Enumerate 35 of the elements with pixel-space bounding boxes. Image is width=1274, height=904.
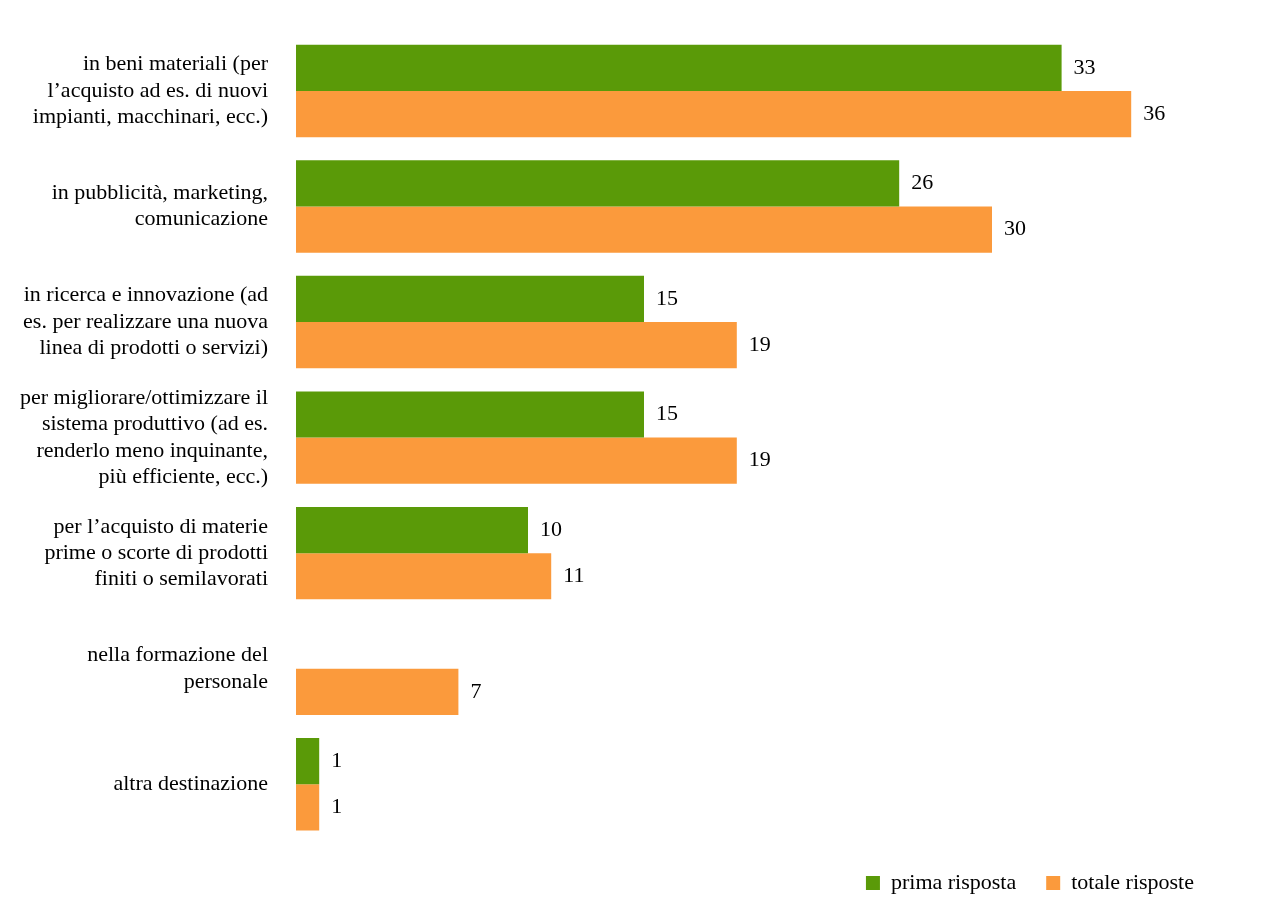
data-label: 19	[748, 446, 771, 472]
y-tick-label: per l’acquisto di materie prime o scorte di prodotti finiti o semilavorati	[44, 512, 268, 591]
data-label: 36	[1143, 99, 1166, 125]
data-label: 10	[540, 515, 562, 541]
y-tick-label: in pubblicità, marketing, comunicazione	[51, 179, 268, 231]
y-tick-label: nella formazione del personale	[87, 641, 268, 693]
bar	[296, 206, 992, 253]
bar	[296, 44, 1062, 91]
legend-label: totale risposte	[1071, 868, 1195, 894]
data-label: 30	[1004, 215, 1026, 241]
data-label: 7	[470, 677, 482, 703]
data-label: 1	[331, 793, 343, 819]
bar	[296, 553, 552, 600]
bar	[296, 275, 644, 323]
bar	[296, 668, 459, 715]
bar	[296, 160, 900, 207]
bar	[296, 90, 1132, 138]
bar	[296, 322, 737, 369]
y-tick-label: in ricerca e innovazione (ad es. per realizzare una nuova linea di prodotti o servizi)	[23, 281, 269, 360]
y-tick-label: altra destinazione	[113, 770, 268, 796]
bar	[296, 784, 320, 831]
bar	[296, 506, 528, 554]
legend-label: prima risposta	[890, 868, 1017, 894]
data-label: 19	[748, 330, 771, 356]
data-label: 33	[1073, 53, 1096, 79]
bar	[296, 391, 644, 438]
bar	[296, 437, 737, 484]
data-label: 1	[331, 746, 343, 772]
data-label: 15	[656, 400, 678, 426]
bar	[296, 738, 320, 785]
data-label: 15	[656, 284, 678, 310]
data-label: 26	[911, 169, 934, 195]
data-label: 11	[563, 562, 585, 588]
y-tick-label: per migliorare/ottimizzare il sistema produttivo (ad es. renderlo meno inquinante, più efficiente, ecc.)	[19, 383, 268, 488]
y-tick-label: in beni materiali (per l’acquisto ad es. di nuovi impianti, macchinari, ecc.)	[32, 50, 269, 129]
